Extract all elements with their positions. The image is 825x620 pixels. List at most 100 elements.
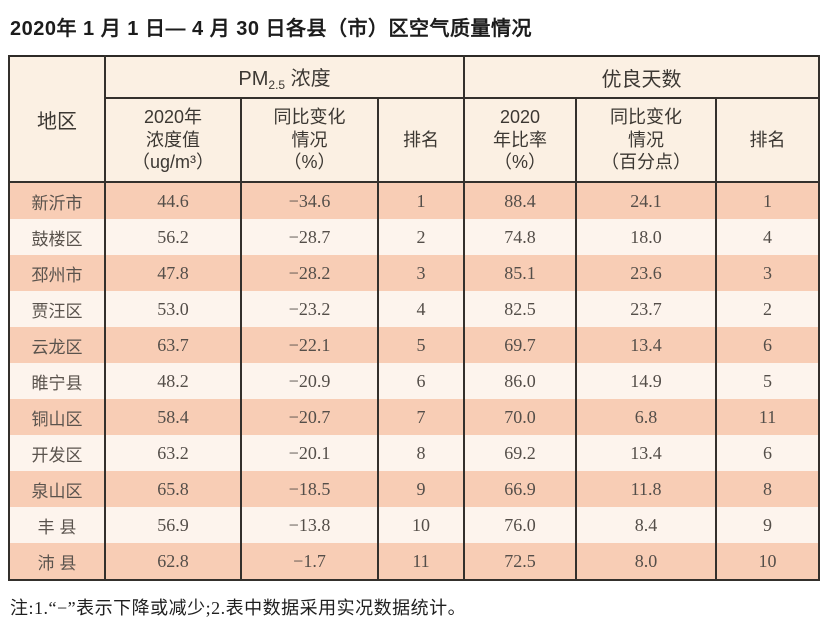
header-gd-ratio: 2020 年比率 （%）	[463, 98, 578, 183]
pm-rank-cell: 3	[376, 255, 466, 291]
table-row: 铜山区 58.4 −20.7 7 70.0 6.8 11	[8, 399, 821, 435]
page-title: 2020年 1 月 1 日— 4 月 30 日各县（市）区空气质量情况	[10, 18, 533, 40]
table-row: 新沂市 44.6 −34.6 1 88.4 24.1 1	[8, 182, 821, 219]
region-cell: 新沂市	[8, 182, 106, 219]
pm-change-cell: −18.5	[240, 471, 379, 507]
header-region: 地区	[8, 56, 106, 183]
gd-rank-cell: 6	[715, 435, 821, 471]
region-cell: 睢宁县	[8, 363, 106, 399]
gd-ratio-cell: 88.4	[463, 182, 578, 219]
header-good-days-group: 优良天数	[463, 56, 821, 99]
gd-ratio-cell: 66.9	[463, 471, 578, 507]
gd-rank-cell: 6	[715, 327, 821, 363]
gd-change-cell: 13.4	[575, 435, 718, 471]
gd-change-cell: 8.0	[575, 543, 718, 581]
pm-value-cell: 63.2	[104, 435, 242, 471]
pm-value-cell: 47.8	[104, 255, 242, 291]
gd-rank-cell: 3	[715, 255, 821, 291]
pm-change-cell: −22.1	[240, 327, 379, 363]
pm-rank-cell: 1	[376, 182, 466, 219]
region-cell: 鼓楼区	[8, 219, 106, 255]
pm-change-cell: −20.9	[240, 363, 379, 399]
header-pm-rank: 排名	[376, 98, 466, 183]
gd-ratio-cell: 70.0	[463, 399, 578, 435]
gd-change-cell: 11.8	[575, 471, 718, 507]
gd-rank-cell: 9	[715, 507, 821, 543]
gd-change-cell: 13.4	[575, 327, 718, 363]
pm-value-cell: 63.7	[104, 327, 242, 363]
footnote: 注:1.“−”表示下降或减少;2.表中数据采用实况数据统计。	[10, 598, 467, 618]
gd-ratio-cell: 82.5	[463, 291, 578, 327]
pm-change-cell: −20.7	[240, 399, 379, 435]
header-gd-change: 同比变化 情况 （百分点）	[575, 98, 718, 183]
pm-change-cell: −1.7	[240, 543, 379, 581]
pm-change-cell: −13.8	[240, 507, 379, 543]
pm-rank-cell: 10	[376, 507, 466, 543]
pm25-suffix: 浓度	[285, 68, 331, 90]
table-row: 丰 县 56.9 −13.8 10 76.0 8.4 9	[8, 507, 821, 543]
pm-rank-cell: 2	[376, 219, 466, 255]
table-row: 开发区 63.2 −20.1 8 69.2 13.4 6	[8, 435, 821, 471]
gd-change-cell: 18.0	[575, 219, 718, 255]
pm-change-cell: −34.6	[240, 182, 379, 219]
pm-rank-cell: 6	[376, 363, 466, 399]
region-cell: 邳州市	[8, 255, 106, 291]
gd-change-cell: 24.1	[575, 182, 718, 219]
gd-ratio-cell: 69.2	[463, 435, 578, 471]
region-cell: 泉山区	[8, 471, 106, 507]
header-group-row: 地区 PM2.5 浓度 优良天数	[8, 56, 821, 183]
table-row: 睢宁县 48.2 −20.9 6 86.0 14.9 5	[8, 363, 821, 399]
gd-change-cell: 14.9	[575, 363, 718, 399]
header-gd-rank: 排名	[715, 98, 821, 183]
header-sub-row: 2020年 浓度值 （ug/m³） 同比变化 情况 （%） 排名 2020 年比…	[9, 98, 821, 183]
gd-change-cell: 23.6	[575, 255, 718, 291]
gd-ratio-cell: 85.1	[463, 255, 578, 291]
gd-rank-cell: 10	[715, 543, 821, 581]
pm-change-cell: −23.2	[240, 291, 379, 327]
gd-change-cell: 6.8	[575, 399, 718, 435]
region-cell: 铜山区	[8, 399, 106, 435]
gd-ratio-cell: 72.5	[463, 543, 578, 581]
region-cell: 丰 县	[8, 507, 106, 543]
gd-rank-cell: 11	[715, 399, 821, 435]
pm-value-cell: 44.6	[104, 182, 242, 219]
gd-change-cell: 8.4	[575, 507, 718, 543]
pm-rank-cell: 4	[376, 291, 466, 327]
gd-ratio-cell: 86.0	[463, 363, 578, 399]
table-row: 邳州市 47.8 −28.2 3 85.1 23.6 3	[8, 255, 821, 291]
gd-change-cell: 23.7	[575, 291, 718, 327]
pm-value-cell: 65.8	[104, 471, 242, 507]
pm-value-cell: 62.8	[104, 543, 242, 581]
region-cell: 开发区	[8, 435, 106, 471]
table-row: 沛 县 62.8 −1.7 11 72.5 8.0 10	[8, 543, 821, 581]
table-row: 鼓楼区 56.2 −28.7 2 74.8 18.0 4	[8, 219, 821, 255]
pm-value-cell: 53.0	[104, 291, 242, 327]
pm-rank-cell: 7	[376, 399, 466, 435]
table-body: 新沂市 44.6 −34.6 1 88.4 24.1 1 鼓楼区 56.2 −2…	[8, 182, 821, 581]
pm-value-cell: 56.2	[104, 219, 242, 255]
table-header: 地区 PM2.5 浓度 优良天数 2020年 浓度值 （ug/m³） 同比变化 …	[8, 56, 821, 183]
pm-rank-cell: 5	[376, 327, 466, 363]
header-pm25-group: PM2.5 浓度	[103, 56, 466, 99]
header-pm-value: 2020年 浓度值 （ug/m³）	[104, 98, 242, 183]
table-row: 泉山区 65.8 −18.5 9 66.9 11.8 8	[8, 471, 821, 507]
pm-value-cell: 48.2	[104, 363, 242, 399]
gd-ratio-cell: 76.0	[463, 507, 578, 543]
pm-value-cell: 58.4	[104, 399, 242, 435]
pm-change-cell: −20.1	[240, 435, 379, 471]
table-row: 云龙区 63.7 −22.1 5 69.7 13.4 6	[8, 327, 821, 363]
region-cell: 云龙区	[8, 327, 106, 363]
gd-rank-cell: 1	[715, 182, 821, 219]
region-cell: 贾汪区	[8, 291, 106, 327]
table-row: 贾汪区 53.0 −23.2 4 82.5 23.7 2	[8, 291, 821, 327]
gd-rank-cell: 5	[715, 363, 821, 399]
pm25-prefix: PM	[238, 68, 269, 90]
pm-rank-cell: 11	[376, 543, 466, 581]
header-pm-change: 同比变化 情况 （%）	[240, 98, 379, 183]
pm-rank-cell: 8	[376, 435, 466, 471]
pm-change-cell: −28.7	[240, 219, 379, 255]
air-quality-table: 地区 PM2.5 浓度 优良天数 2020年 浓度值 （ug/m³） 同比变化 …	[8, 55, 821, 581]
pm-change-cell: −28.2	[240, 255, 379, 291]
pm-value-cell: 56.9	[104, 507, 242, 543]
pm-rank-cell: 9	[376, 471, 466, 507]
